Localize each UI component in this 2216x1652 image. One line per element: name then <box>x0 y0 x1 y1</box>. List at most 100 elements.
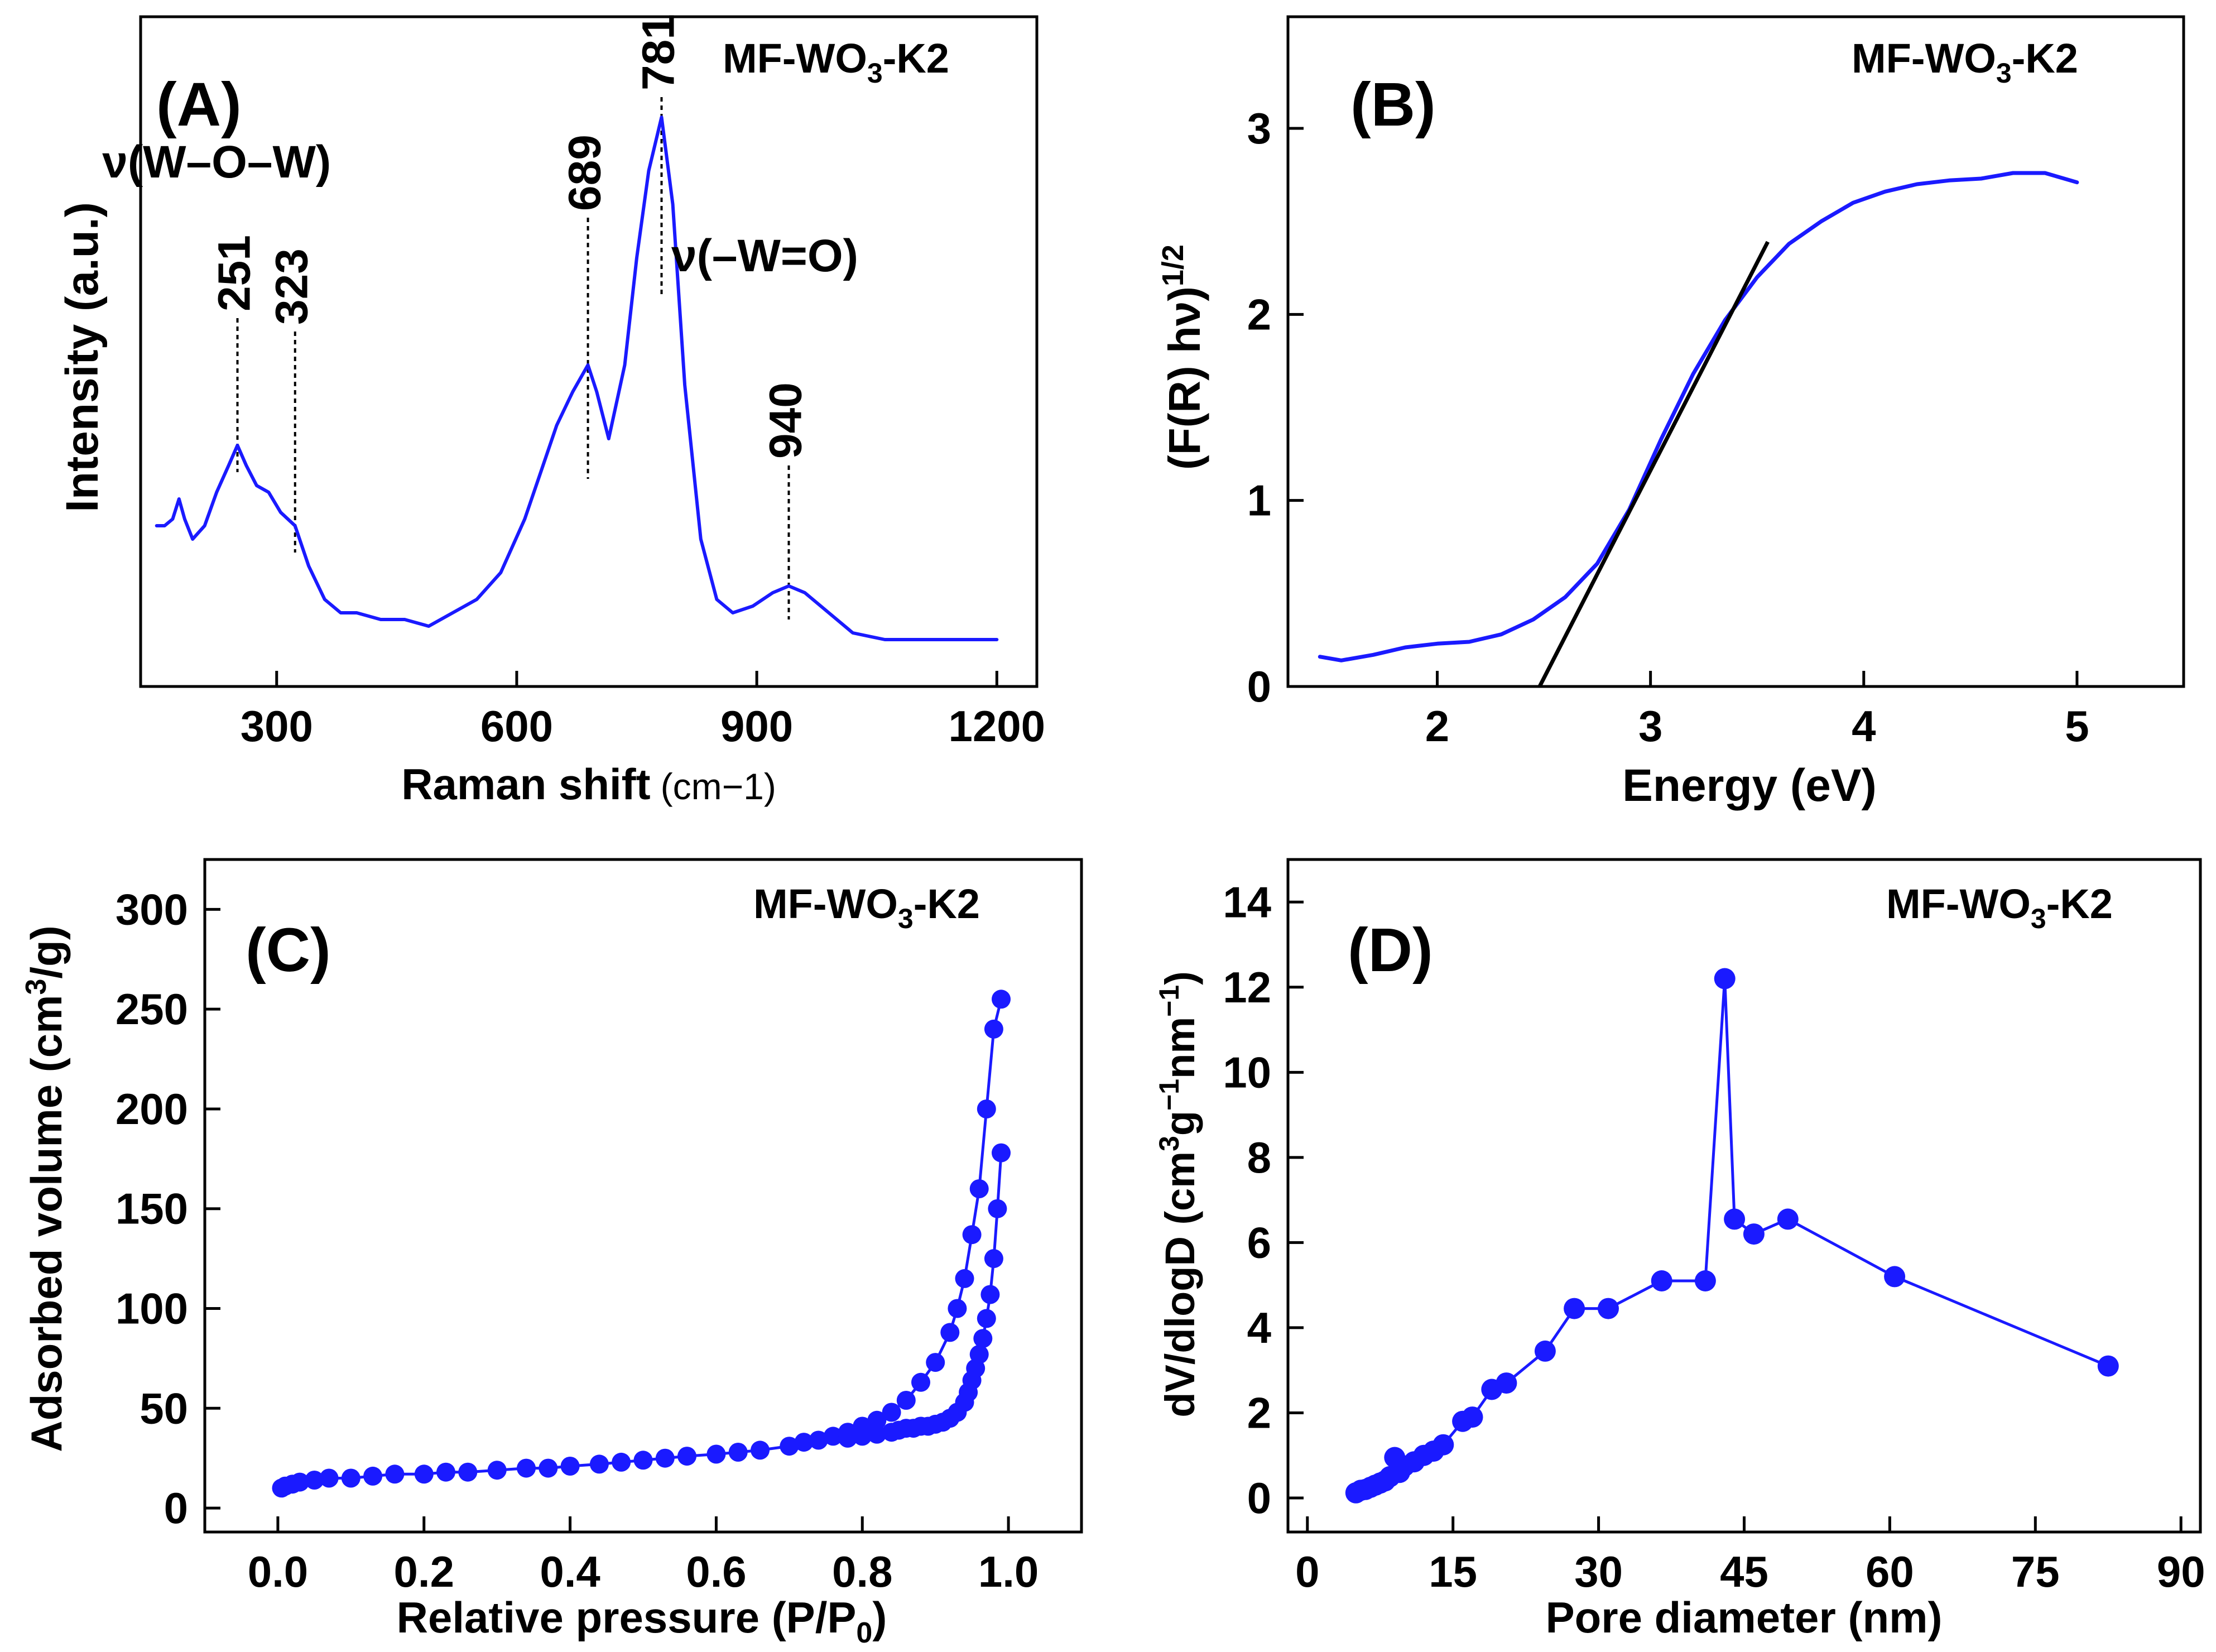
panel-c-y-tick-label: 0 <box>164 1483 188 1533</box>
adsorption-point <box>458 1462 478 1482</box>
panel-d-x-tick-label: 45 <box>1720 1547 1768 1596</box>
adsorption-point <box>751 1440 770 1460</box>
panel-d-y-axis-title: dV/dlogD (cm3g−1nm−1) <box>1153 971 1203 1418</box>
panel-a-peak-markers: 251 323 689 781 940 <box>209 14 811 620</box>
panel-d-y-tick-label: 14 <box>1223 877 1271 926</box>
adsorption-point <box>969 1179 989 1198</box>
adsorption-point <box>794 1433 814 1452</box>
panel-d-x-tick-label: 75 <box>2011 1547 2060 1596</box>
panel-b-y-tick-label: 1 <box>1247 476 1271 525</box>
desorption-point <box>984 1249 1003 1269</box>
adsorption-point <box>911 1372 930 1392</box>
panel-c-y-tick-label: 150 <box>116 1184 188 1233</box>
panel-c-y-tick-label: 100 <box>116 1284 188 1333</box>
panel-b-x-tick-label: 2 <box>1425 702 1449 751</box>
peak-label: 251 <box>209 235 260 311</box>
panel-d-y-tick-label: 12 <box>1223 963 1271 1012</box>
panel-b-sample-label: MF-WO3-K2 <box>1852 35 2078 89</box>
raman-spectrum-line <box>155 116 999 641</box>
panel-c-y-axis-title: Adsorbed volume (cm3/g) <box>20 925 71 1452</box>
adsorption-point <box>319 1468 339 1488</box>
adsorption-point <box>823 1427 843 1446</box>
panel-d-x-axis-title: Pore diameter (nm) <box>1546 1593 1943 1642</box>
panel-d-y-tick-label: 0 <box>1247 1473 1271 1523</box>
pore-distribution-point <box>1496 1372 1517 1394</box>
mode-annotation: ν(–W=O) <box>671 230 858 281</box>
mode-annotation: ν(W–O–W) <box>102 137 331 188</box>
panel-c-x-tick-label: 0.8 <box>832 1547 892 1596</box>
panel-d-label: (D) <box>1348 916 1433 985</box>
pore-distribution-point <box>2097 1355 2119 1377</box>
panel-c-x-ticks: 0.0 0.2 0.4 0.6 0.8 1.0 <box>248 1516 1039 1596</box>
pore-distribution-point <box>1743 1223 1765 1245</box>
pore-distribution-point <box>1724 1208 1746 1230</box>
pore-distribution-point <box>1694 1270 1716 1291</box>
panel-c-y-tick-label: 300 <box>116 885 188 934</box>
panel-c-y-tick-label: 200 <box>116 1084 188 1134</box>
panel-d-y-tick-label: 6 <box>1247 1218 1271 1267</box>
panel-c-series <box>272 990 1011 1498</box>
adsorption-point <box>385 1464 405 1484</box>
panel-a-x-tick-label: 600 <box>480 702 553 751</box>
panel-c-x-tick-label: 0.4 <box>540 1547 600 1596</box>
adsorption-point <box>487 1461 507 1480</box>
panel-c-x-tick-label: 1.0 <box>978 1547 1039 1596</box>
desorption-point <box>988 1199 1007 1218</box>
panel-b-frame <box>1286 15 2185 688</box>
pore-distribution-point <box>1651 1270 1672 1291</box>
adsorption-point <box>589 1454 609 1474</box>
pore-distribution-point <box>1598 1298 1619 1319</box>
peak-label: 323 <box>267 248 318 325</box>
panel-b-x-ticks: 2 3 4 5 <box>1425 671 2089 751</box>
adsorption-point <box>780 1437 799 1456</box>
panel-c-x-tick-label: 0.6 <box>686 1547 746 1596</box>
pore-distribution-point <box>1534 1340 1556 1362</box>
adsorption-point <box>305 1471 324 1490</box>
pore-distribution-point <box>1564 1298 1585 1319</box>
panel-c-y-tick-label: 50 <box>140 1384 188 1433</box>
adsorption-point <box>962 1225 982 1245</box>
panel-a-y-axis-title: Intensity (a.u.) <box>57 202 108 512</box>
adsorption-point <box>977 1099 996 1118</box>
panel-a-x-axis-title: Raman shift (cm−1) <box>401 760 776 809</box>
panel-c-x-tick-label: 0.0 <box>248 1547 308 1596</box>
panel-a-x-tick-label: 300 <box>241 702 313 751</box>
adsorption-point <box>517 1458 536 1478</box>
panel-a-label: (A) <box>156 70 242 139</box>
panel-a-x-tick-label: 1200 <box>949 702 1046 751</box>
peak-label: 781 <box>633 14 684 90</box>
desorption-point <box>838 1428 858 1448</box>
desorption-point <box>882 1423 901 1442</box>
adsorption-point <box>948 1299 967 1318</box>
panel-c-y-ticks: 0 50 100 150 200 250 300 <box>116 885 220 1533</box>
panel-d-x-tick-label: 15 <box>1429 1547 1477 1596</box>
panel-c-y-tick-label: 250 <box>116 985 188 1034</box>
adsorption-point <box>940 1323 960 1342</box>
panel-a-x-ticks: 300 600 900 1200 <box>241 671 1045 751</box>
adsorption-point <box>290 1472 310 1492</box>
adsorption-point <box>896 1391 916 1410</box>
adsorption-point <box>706 1444 726 1464</box>
desorption-point <box>973 1329 993 1348</box>
adsorption-point <box>363 1466 383 1486</box>
panel-c-label: (C) <box>246 916 331 985</box>
adsorption-point <box>539 1458 558 1478</box>
adsorption-point <box>341 1468 360 1488</box>
panel-d-x-tick-label: 0 <box>1295 1547 1319 1596</box>
panel-d-x-ticks: 0 15 30 45 60 75 90 <box>1295 1516 2205 1596</box>
panel-b-x-axis-title: Energy (eV) <box>1622 760 1877 811</box>
panel-d-y-tick-label: 8 <box>1247 1133 1271 1182</box>
panel-d-x-tick-label: 90 <box>2157 1547 2205 1596</box>
panel-b-label: (B) <box>1350 70 1436 139</box>
panel-b-y-ticks: 0 1 2 3 <box>1247 104 1304 711</box>
panel-d-y-tick-label: 2 <box>1247 1388 1271 1437</box>
pore-distribution-point <box>1433 1434 1454 1456</box>
panel-d-y-ticks: 0 2 4 6 8 10 12 14 <box>1223 877 1304 1523</box>
tauc-fit-line <box>1537 241 1770 688</box>
panel-b: 2 3 4 5 0 1 2 3 (B) MF-WO3-K2 Energy (eV) (F(R… <box>1156 15 2185 811</box>
adsorption-point <box>728 1443 748 1462</box>
panel-b-y-tick-label: 3 <box>1247 104 1271 153</box>
panel-a-annotations: ν(W–O–W)ν(O–W–O)ν(–W=O) <box>102 137 858 281</box>
